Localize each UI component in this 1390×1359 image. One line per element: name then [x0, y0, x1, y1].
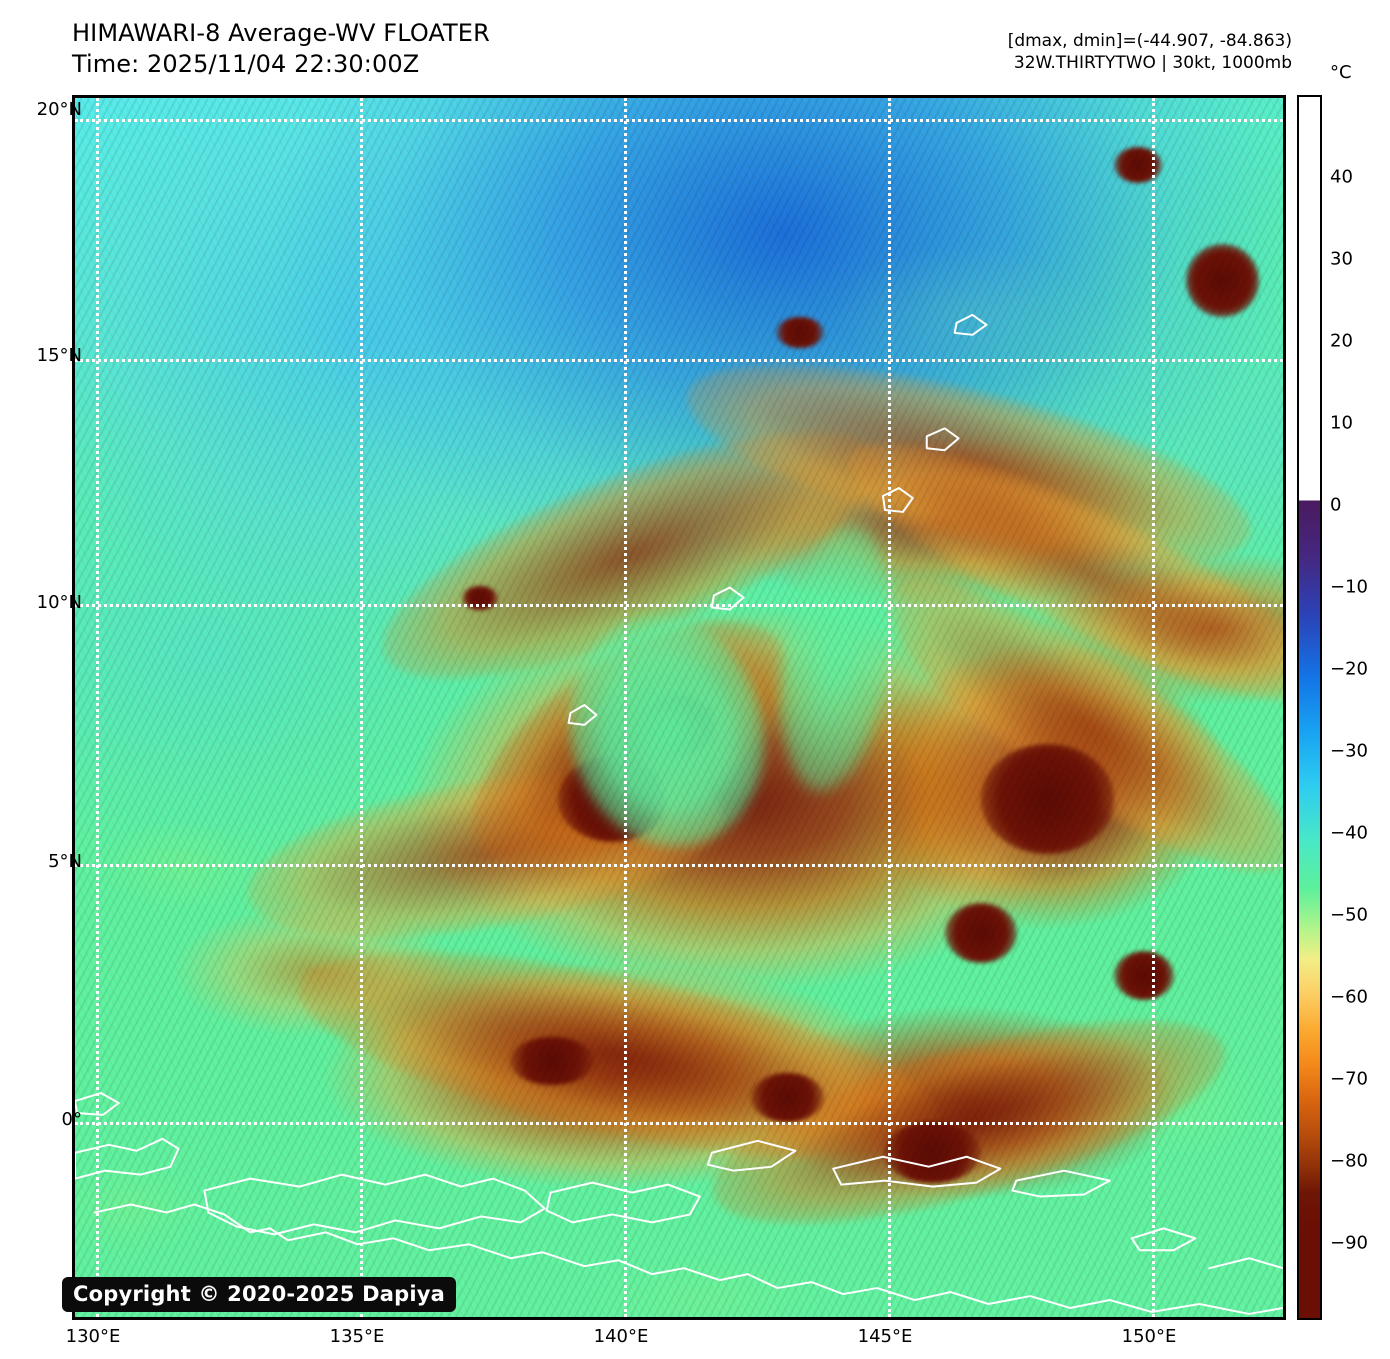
gridline-lat-20 [75, 119, 1283, 122]
gridline-lon-145 [888, 98, 891, 1317]
product-title: HIMAWARI-8 Average-WV FLOATER [72, 19, 490, 47]
colorbar-tick-m70: −70 [1330, 1068, 1368, 1090]
ytick-label-0: 0° [61, 1109, 82, 1130]
gridline-lat-0 [75, 1122, 1283, 1125]
convective-core [775, 317, 824, 348]
colorbar-tick-m30: −30 [1330, 740, 1368, 762]
xtick-label-130E: 130°E [65, 1326, 121, 1347]
data-range-text: [dmax, dmin]=(-44.907, -84.863) [1007, 31, 1292, 51]
xtick-label-150E: 150°E [1121, 1326, 1177, 1347]
copyright-watermark: Copyright © 2020-2025 Dapiya [62, 1277, 456, 1312]
convective-core [1113, 951, 1175, 1001]
colorbar-unit-label: °C [1330, 62, 1352, 83]
graticule [75, 98, 1283, 1317]
colorbar-tick-40: 40 [1330, 166, 1353, 188]
xtick-label-145E: 145°E [857, 1326, 913, 1347]
gridline-lon-150 [1152, 98, 1155, 1317]
convective-core [884, 1121, 981, 1183]
colorbar-tick-m40: −40 [1330, 822, 1368, 844]
ytick-label-15N: 15°N [36, 345, 82, 366]
colorbar-tick-m20: −20 [1330, 658, 1368, 680]
colorbar-tick-m50: −50 [1330, 904, 1368, 926]
colorbar-tick-m90: −90 [1330, 1232, 1368, 1254]
colorbar-tick-m10: −10 [1330, 576, 1368, 598]
title-block: HIMAWARI-8 Average-WV FLOATER Time: 2025… [72, 18, 490, 80]
gridline-lat-15 [75, 359, 1283, 362]
xtick-label-140E: 140°E [593, 1326, 649, 1347]
satellite-image-panel[interactable] [72, 95, 1286, 1320]
convective-core [509, 1036, 595, 1086]
gridline-lon-135 [360, 98, 363, 1317]
convective-core [944, 902, 1018, 964]
temperature-colorbar[interactable] [1297, 95, 1322, 1320]
gridline-lon-130 [96, 98, 99, 1317]
colorbar-tick-m60: −60 [1330, 986, 1368, 1008]
ytick-label-10N: 10°N [36, 592, 82, 613]
colorbar-tick-30: 30 [1330, 248, 1353, 270]
colorbar-tick-m80: −80 [1330, 1150, 1368, 1172]
convective-core [751, 1073, 824, 1122]
cloud-grain-texture [75, 98, 1283, 1317]
timestamp-title: Time: 2025/11/04 22:30:00Z [72, 50, 420, 79]
colorbar-tick-10: 10 [1330, 412, 1353, 434]
colorbar-tick-20: 20 [1330, 330, 1353, 352]
gridline-lon-140 [624, 98, 627, 1317]
ytick-label-5N: 5°N [48, 851, 82, 872]
storm-info-text: 32W.THIRTYTWO | 30kt, 1000mb [1013, 53, 1292, 74]
gridline-lat-10 [75, 604, 1283, 607]
ytick-label-20N: 20°N [36, 99, 82, 120]
convective-core [981, 744, 1114, 854]
colorbar-tick-0: 0 [1330, 494, 1342, 516]
gridline-lat-5 [75, 864, 1283, 867]
metadata-block: [dmax, dmin]=(-44.907, -84.863) 32W.THIR… [1008, 30, 1292, 75]
xtick-label-135E: 135°E [329, 1326, 385, 1347]
convective-core [1186, 244, 1259, 318]
satellite-raster [75, 98, 1283, 1317]
